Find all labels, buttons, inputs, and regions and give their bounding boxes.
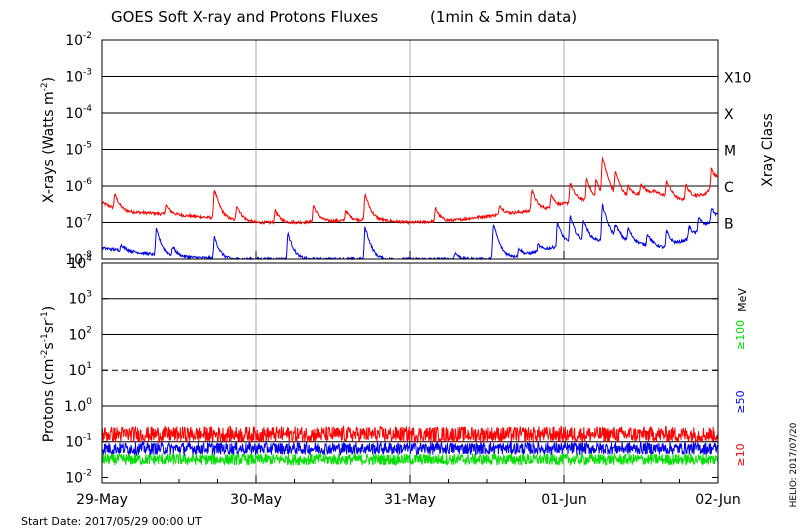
xray-class-title: Xray Class (760, 113, 776, 187)
x-tick-label: 02-Jun (695, 492, 741, 508)
proton-energy-label: ≥50 (734, 390, 747, 413)
proton-series-1 (101, 440, 719, 457)
xray-ylabel: X-rays (Watts m-2) (40, 77, 57, 203)
proton-ytick-label: 101 (68, 361, 92, 379)
proton-energy-label: ≥100 (734, 320, 747, 350)
xray-class-label-x10: X10 (724, 71, 751, 87)
proton-energy-label-group-2: ≥10 (734, 443, 747, 466)
xray-class-label-x: X (724, 107, 734, 123)
chart-subtitle: (1min & 5min data) (430, 8, 577, 26)
xray-series-long (101, 157, 719, 226)
start-date: Start Date: 2017/05/29 00:00 UT (21, 515, 202, 528)
proton-series-2 (101, 452, 719, 467)
xray-ytick-label: 10-5 (65, 141, 92, 159)
proton-ytick-label: 104 (68, 254, 92, 272)
proton-ytick-label: 10-1 (65, 433, 92, 451)
proton-ytick-label: 10-2 (65, 468, 92, 486)
proton-energy-label-group-1: ≥50 (734, 390, 747, 413)
xray-class-label-m: M (724, 144, 736, 160)
x-tick-label: 01-Jun (541, 492, 587, 508)
proton-ytick-label: 102 (68, 325, 92, 343)
x-tick-label: 29-May (76, 492, 128, 508)
proton-energy-label-group-0: ≥100 (734, 320, 747, 350)
x-tick-label: 31-May (384, 492, 436, 508)
xray-class-label-c: C (724, 180, 734, 196)
chart-title: GOES Soft X-ray and Protons Fluxes (111, 8, 378, 26)
xray-ylabel-group: X-rays (Watts m-2) (40, 77, 57, 203)
proton-energy-label: ≥10 (734, 443, 747, 466)
proton-ytick-label: 1.00 (64, 397, 92, 415)
proton-series-0 (101, 424, 719, 444)
proton-ytick-label: 103 (68, 290, 92, 308)
mev-unit-group: MeV (736, 288, 749, 312)
helio-footer: HELIO: 2017/07/20 (789, 422, 799, 507)
xray-ytick-label: 10-6 (65, 177, 92, 195)
xray-ytick-label: 10-3 (65, 68, 92, 86)
xray-class-title-group: Xray Class (760, 113, 776, 187)
xray-ytick-label: 10-7 (65, 214, 92, 232)
x-tick-label: 30-May (230, 492, 282, 508)
xray-ytick-label: 10-4 (65, 104, 92, 122)
mev-unit: MeV (736, 288, 749, 312)
proton-ylabel: Protons (cm-2s-1sr-1) (40, 306, 57, 442)
chart-dynamic-layer: 10-2 10-3 10-4 10-5 10-6 10-7 10-8 X10 X M C B 104 10… (64, 31, 751, 508)
xray-ytick-label: 10-2 (65, 31, 92, 49)
proton-ylabel-group: Protons (cm-2s-1sr-1) (40, 306, 57, 442)
helio-footer-group: HELIO: 2017/07/20 (789, 422, 799, 507)
xray-ytick-label: 10-8 (65, 250, 92, 268)
xray-class-label-b: B (724, 217, 734, 233)
